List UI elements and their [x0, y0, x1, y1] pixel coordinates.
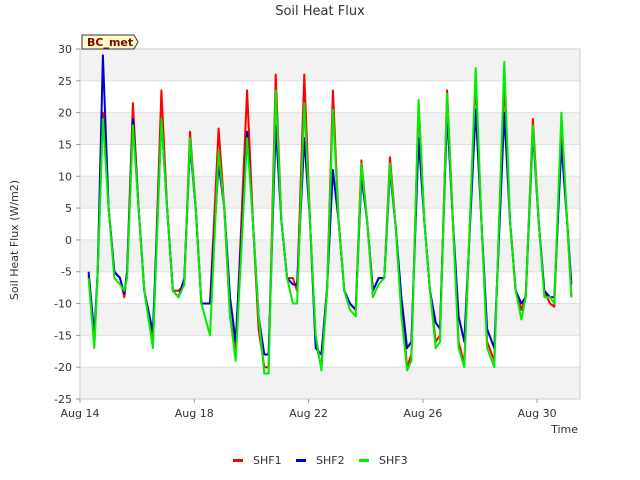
- series-lines: [87, 54, 573, 375]
- grid-band: [80, 80, 580, 113]
- legend-label: SHF2: [316, 454, 345, 467]
- x-axis-label: Time: [550, 423, 578, 436]
- chart-title: Soil Heat Flux: [275, 4, 365, 19]
- x-tick-label: Aug 30: [518, 407, 557, 420]
- y-tick-label: -15: [54, 329, 72, 342]
- legend-item-shf1: SHF1: [233, 454, 282, 467]
- site-badge-box: [81, 34, 139, 50]
- x-tick-label: Aug 14: [61, 407, 100, 420]
- legend-item-shf2: SHF2: [296, 454, 345, 467]
- y-tick-label: 5: [65, 202, 72, 215]
- site-badge-label: BC_met: [87, 36, 133, 49]
- y-tick-label: -20: [54, 361, 72, 374]
- y-tick-label: -25: [54, 393, 72, 406]
- y-tick-label: -10: [54, 298, 72, 311]
- y-axis-ticks: -25 -20 -15 -10 -5 0 5 10 15 20 25 30: [54, 43, 80, 406]
- y-tick-label: -5: [61, 266, 72, 279]
- plot-area-frame: [79, 48, 581, 400]
- legend: SHF1 SHF2 SHF3: [233, 454, 408, 467]
- grid-band: [80, 367, 580, 399]
- legend-swatch: [296, 459, 306, 462]
- legend-label: SHF1: [253, 454, 282, 467]
- x-tick-label: Aug 22: [289, 407, 328, 420]
- site-badge: BC_met: [81, 34, 139, 50]
- x-tick-label: Aug 26: [403, 407, 442, 420]
- y-tick-label: 20: [58, 107, 72, 120]
- y-tick-label: 25: [58, 75, 72, 88]
- series-line-shf3: [87, 60, 573, 375]
- y-axis-label: Soil Heat Flux (W/m2): [8, 180, 21, 300]
- legend-item-shf3: SHF3: [359, 454, 408, 467]
- y-tick-label: 15: [58, 138, 72, 151]
- legend-swatch: [359, 459, 369, 462]
- grid-band: [80, 335, 580, 368]
- x-axis-ticks: Aug 14 Aug 18 Aug 22 Aug 26 Aug 30: [61, 399, 557, 420]
- y-tick-label: 10: [58, 170, 72, 183]
- legend-swatch: [233, 459, 243, 462]
- legend-label: SHF3: [379, 454, 408, 467]
- grid-band: [80, 49, 580, 81]
- y-tick-label: 0: [65, 234, 72, 247]
- y-tick-label: 30: [58, 43, 72, 56]
- x-tick-label: Aug 18: [175, 407, 214, 420]
